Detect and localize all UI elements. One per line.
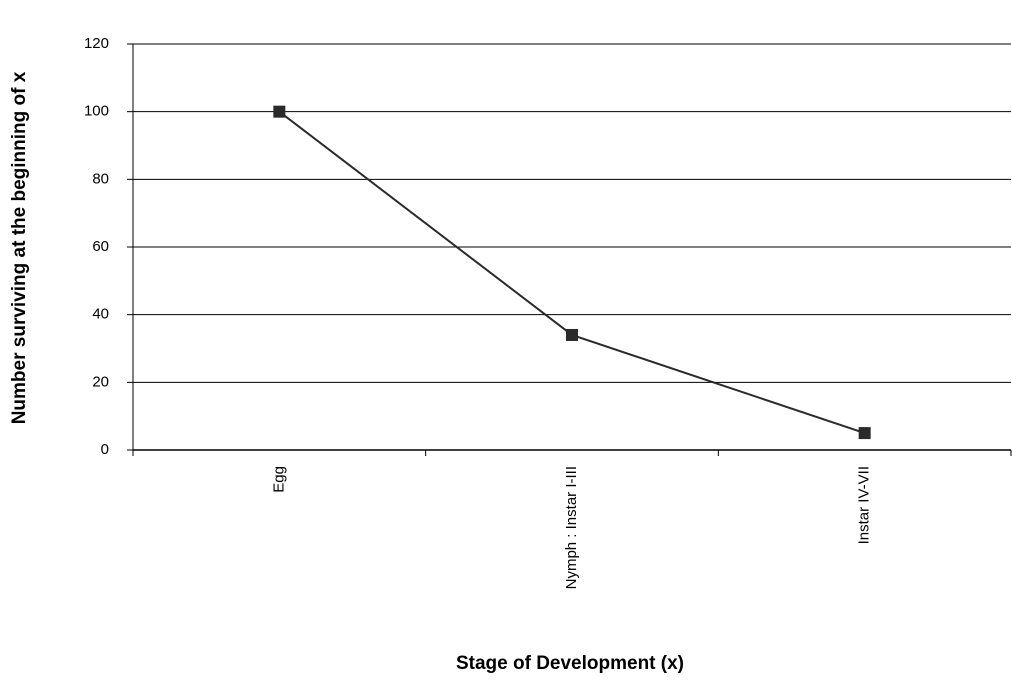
marker — [566, 328, 578, 341]
x-tick-label: Instar IV-VII — [856, 466, 873, 544]
series-line — [278, 110, 865, 435]
y-tick-label: 100 — [84, 103, 109, 120]
marker — [273, 105, 286, 118]
y-axis-title: Number surviving at the beginning of x — [9, 71, 30, 424]
x-axis-title: Stage of Development (x) — [456, 653, 684, 674]
y-tick-label: 0 — [101, 441, 109, 458]
y-tick-label: 80 — [92, 170, 109, 187]
y-tick-label: 40 — [92, 306, 109, 323]
y-tick-label: 60 — [92, 238, 109, 255]
y-tick-label: 20 — [92, 373, 109, 390]
x-tick-label: Egg — [270, 466, 287, 493]
y-tick-label: 120 — [84, 35, 109, 52]
x-tick-label: Nymph : Instar I-III — [563, 466, 580, 589]
marker — [858, 427, 871, 440]
